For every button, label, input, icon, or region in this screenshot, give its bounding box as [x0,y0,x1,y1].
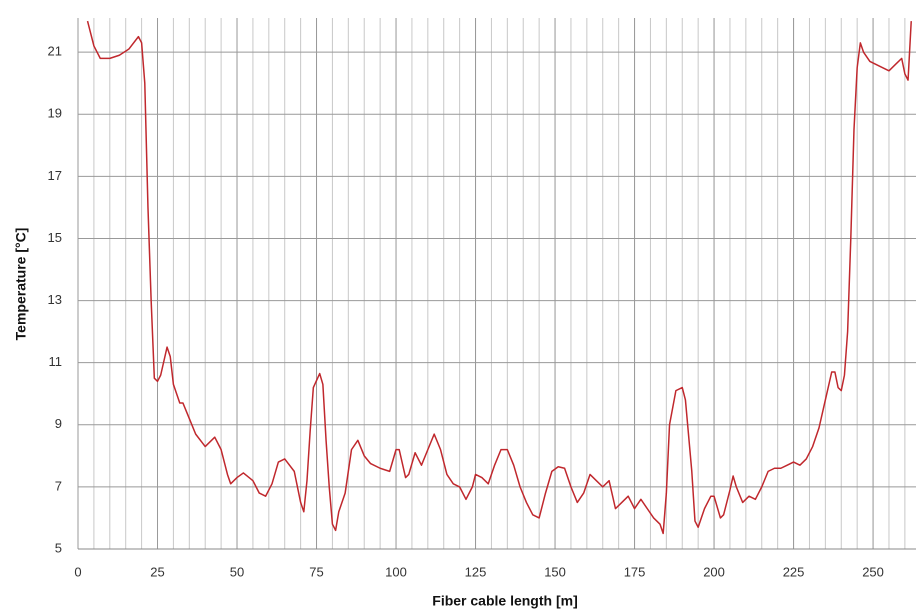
y-tick-label: 9 [55,416,62,431]
x-tick-label: 250 [862,564,884,579]
y-tick-label: 19 [48,106,62,121]
x-tick-label: 125 [465,564,487,579]
y-tick-label: 13 [48,292,62,307]
y-tick-label: 5 [55,540,62,555]
y-axis-title: Temperature [°C] [13,228,29,341]
chart: Fiber cable length [m] Temperature [°C] … [0,0,916,613]
y-tick-label: 21 [48,44,62,59]
x-tick-label: 150 [544,564,566,579]
background [0,0,916,613]
x-tick-label: 75 [309,564,323,579]
x-tick-label: 200 [703,564,725,579]
x-tick-label: 175 [624,564,646,579]
x-tick-label: 225 [783,564,805,579]
x-tick-label: 100 [385,564,407,579]
x-tick-label: 25 [150,564,164,579]
x-tick-label: 0 [74,564,81,579]
x-tick-label: 50 [230,564,244,579]
y-tick-label: 11 [49,354,63,369]
x-axis-title: Fiber cable length [m] [432,593,577,609]
y-tick-label: 15 [48,230,62,245]
y-tick-label: 17 [48,168,62,183]
y-tick-label: 7 [55,478,62,493]
